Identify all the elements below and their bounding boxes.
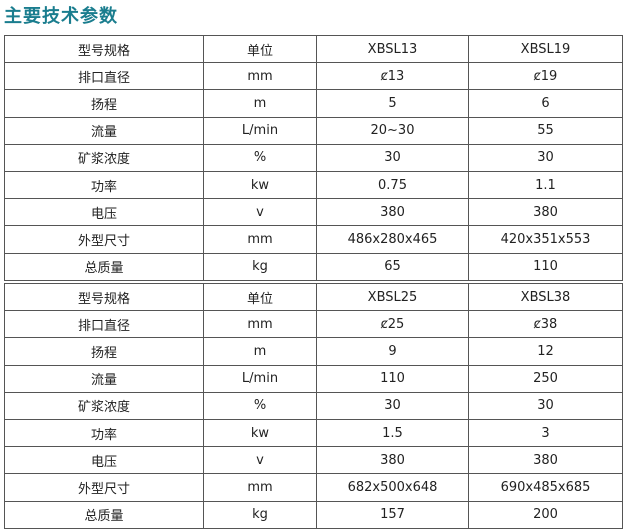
value-cell: XBSL19 [468,34,623,64]
param-name-cell: 矿浆浓度 [4,391,204,420]
value-cell: XBSL25 [316,282,469,312]
table-row: 扬程 m 5 6 [4,89,623,118]
value-cell: 486x280x465 [316,225,469,254]
value-cell: 1.5 [316,418,469,448]
param-name-cell: 型号规格 [4,282,204,312]
unit-cell: m [203,337,317,366]
unit-cell: % [203,391,317,420]
unit-cell: % [203,143,317,172]
value-cell: 9 [316,337,469,366]
table-row: 扬程 m 9 12 [4,337,623,366]
table-header-row: 型号规格 单位 XBSL25 XBSL38 [4,282,623,312]
param-name-cell: 总质量 [4,252,204,281]
value-cell: 380 [468,198,623,227]
value-cell: 200 [468,500,623,529]
unit-cell: v [203,198,317,227]
value-cell: ȼ25 [316,310,469,339]
value-cell: 1.1 [468,170,623,200]
param-name-cell: 型号规格 [4,34,204,64]
value-cell: 380 [316,198,469,227]
table-row: 总质量 kg 65 110 [4,252,623,281]
table-row: 排口直径 mm ȼ25 ȼ38 [4,310,623,339]
param-name-cell: 矿浆浓度 [4,143,204,172]
value-cell: 380 [316,446,469,475]
unit-cell: 单位 [203,34,317,64]
table-row: 矿浆浓度% 30 30 [4,143,623,172]
value-cell: 5 [316,89,469,118]
param-name-cell: 排口直径 [4,62,204,91]
value-cell: ȼ19 [468,62,623,91]
param-name-cell: 排口直径 [4,310,204,339]
table-row: 电压 v 380 380 [4,446,623,475]
value-cell: 380 [468,446,623,475]
unit-cell: mm [203,473,317,502]
unit-cell: 单位 [203,282,317,312]
table-row: 外型尺寸 mm 682x500x648 690x485x685 [4,473,623,502]
param-name-cell: 功率 [4,170,204,200]
unit-cell: kw [203,418,317,448]
param-name-cell: 扬程 [4,89,204,118]
value-cell: ȼ38 [468,310,623,339]
table-row: 功率 kw 0.75 1.1 [4,170,623,200]
param-name-cell: 扬程 [4,337,204,366]
param-name-cell: 外型尺寸 [4,225,204,254]
value-cell: XBSL13 [316,34,469,64]
unit-cell: kw [203,170,317,200]
unit-cell: mm [203,225,317,254]
value-cell: 110 [468,252,623,281]
value-cell: 30 [316,391,469,420]
unit-cell: m [203,89,317,118]
value-cell: 55 [468,116,623,145]
value-cell: 0.75 [316,170,469,200]
table-header-row: 型号规格 单位 XBSL13 XBSL19 [4,34,623,64]
unit-cell: mm [203,310,317,339]
value-cell: 157 [316,500,469,529]
table-row: 电压 v 380 380 [4,198,623,227]
table-row: 排口直径 mm ȼ13 ȼ19 [4,62,623,91]
value-cell: 110 [316,364,469,393]
table-row: 流量 L/min 110 250 [4,364,623,393]
value-cell: 420x351x553 [468,225,623,254]
param-name-cell: 电压 [4,446,204,475]
spec-table-1: 型号规格 单位 XBSL13 XBSL19 排口直径 mm ȼ13 ȼ19 扬程 m 5 6 流量 L/m… [4,34,623,281]
value-cell: 682x500x648 [316,473,469,502]
spec-table-2: 型号规格 单位 XBSL25 XBSL38 排口直径 mm ȼ25 ȼ38 扬程 m 9 12 流量 L/… [4,282,623,529]
page-title: 主要技术参数 [4,6,118,27]
table-row: 功率 kw 1.5 3 [4,418,623,448]
unit-cell: kg [203,252,317,281]
unit-cell: L/min [203,364,317,393]
value-cell: 30 [468,143,623,172]
value-cell: 20~30 [316,116,469,145]
table-row: 矿浆浓度% 30 30 [4,391,623,420]
param-name-cell: 电压 [4,198,204,227]
param-name-cell: 流量 [4,364,204,393]
param-name-cell: 总质量 [4,500,204,529]
param-name-cell: 外型尺寸 [4,473,204,502]
table-row: 外型尺寸 mm 486x280x465 420x351x553 [4,225,623,254]
value-cell: 690x485x685 [468,473,623,502]
value-cell: 30 [468,391,623,420]
table-row: 总质量 kg 157 200 [4,500,623,529]
value-cell: 3 [468,418,623,448]
table-row: 流量 L/min 20~30 55 [4,116,623,145]
unit-cell: L/min [203,116,317,145]
value-cell: 250 [468,364,623,393]
unit-cell: mm [203,62,317,91]
unit-cell: kg [203,500,317,529]
value-cell: 6 [468,89,623,118]
unit-cell: v [203,446,317,475]
value-cell: 65 [316,252,469,281]
value-cell: XBSL38 [468,282,623,312]
value-cell: ȼ13 [316,62,469,91]
param-name-cell: 功率 [4,418,204,448]
value-cell: 30 [316,143,469,172]
value-cell: 12 [468,337,623,366]
param-name-cell: 流量 [4,116,204,145]
